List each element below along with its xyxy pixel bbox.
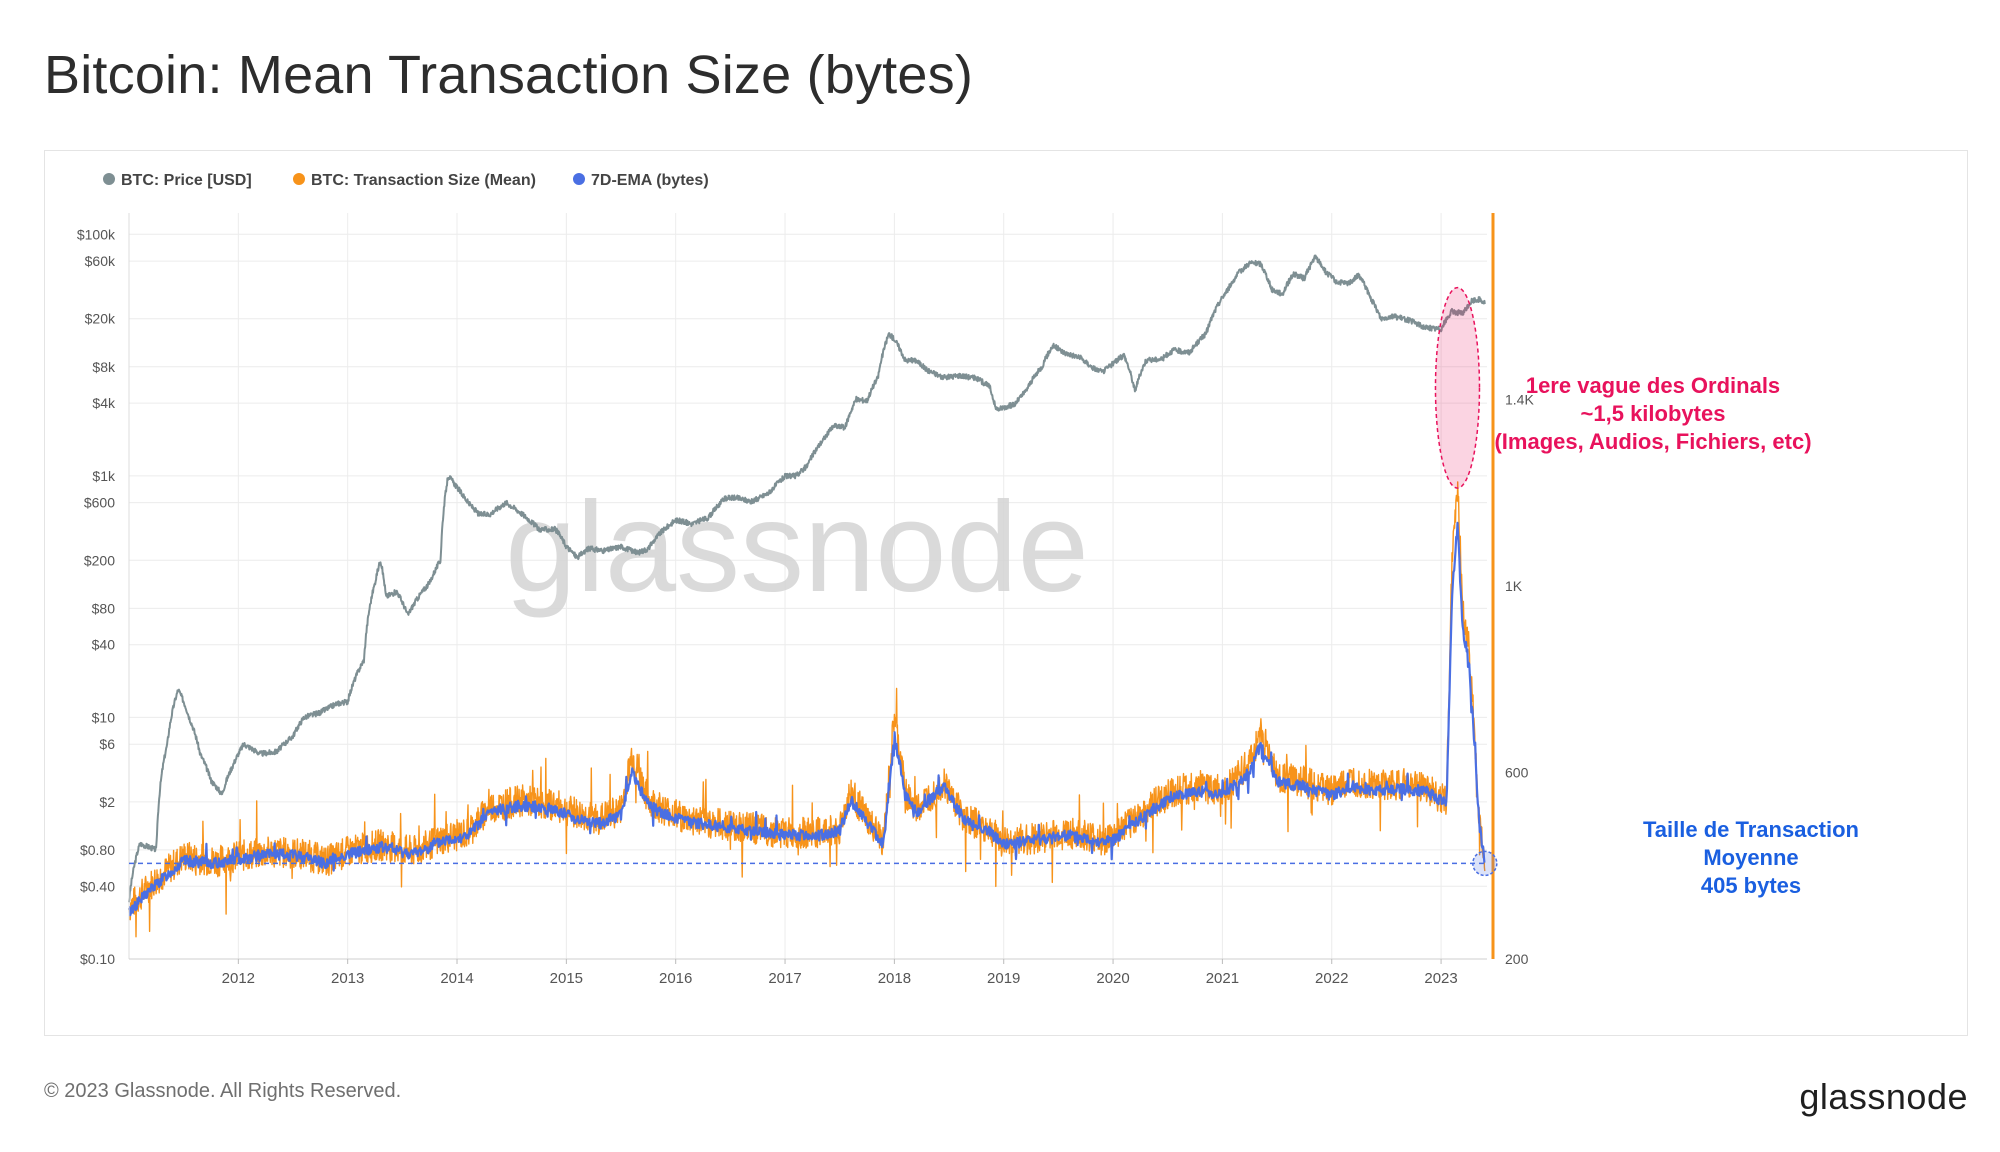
page-title: Bitcoin: Mean Transaction Size (bytes) <box>44 45 974 105</box>
y-left-tick-7: $200 <box>84 552 115 568</box>
x-tick-label-1: 2013 <box>331 970 364 987</box>
y-left-tick-0: $100k <box>77 226 116 242</box>
annotation-ordinals-line-1: ~1,5 kilobytes <box>1581 401 1726 426</box>
x-tick-label-6: 2018 <box>878 970 911 987</box>
y-left-tick-5: $1k <box>92 468 116 484</box>
y-left-tick-4: $4k <box>92 395 116 411</box>
ordinals-highlight-ellipse <box>1434 286 1481 489</box>
legend-dot-0 <box>103 173 115 185</box>
legend-dot-1 <box>293 173 305 185</box>
annotation-current-line-2: 405 bytes <box>1701 873 1801 898</box>
y-left-tick-12: $2 <box>99 794 115 810</box>
x-tick-label-11: 2023 <box>1424 970 1457 987</box>
y-right-tick-0: 1.4K <box>1505 392 1534 408</box>
y-left-tick-8: $80 <box>92 600 116 616</box>
annotation-current-line-1: Moyenne <box>1703 845 1798 870</box>
chart-axes: $100k $60k $20k $8k $4k $1k $600 $200 $80 $40 $10 $… <box>77 213 1534 987</box>
legend-dot-2 <box>573 173 585 185</box>
y-right-tick-3: 200 <box>1505 951 1529 967</box>
x-tick-label-8: 2020 <box>1096 970 1129 987</box>
y-left-tick-1: $60k <box>85 253 116 269</box>
annotation-ordinals-line-0: 1ere vague des Ordinals <box>1526 373 1780 398</box>
y-left-tick-2: $20k <box>85 311 116 327</box>
legend-label-2: 7D-EMA (bytes) <box>591 172 709 189</box>
series-btc-price <box>128 254 1486 903</box>
chart-panel: BTC: Price [USD] BTC: Transaction Size (M… <box>44 150 1968 1036</box>
y-left-tick-10: $10 <box>92 709 116 725</box>
x-tick-label-4: 2016 <box>659 970 692 987</box>
series-7d-ema <box>127 521 1486 917</box>
chart-svg: BTC: Price [USD] BTC: Transaction Size (M… <box>77 172 1859 987</box>
chart-series <box>127 254 1486 938</box>
y-left-tick-11: $6 <box>99 736 115 752</box>
annotation-current-line-0: Taille de Transaction <box>1643 817 1859 842</box>
x-tick-label-7: 2019 <box>987 970 1020 987</box>
x-tick-label-10: 2022 <box>1315 970 1348 987</box>
y-right-tick-2: 600 <box>1505 765 1529 781</box>
x-tick-label-0: 2012 <box>222 970 255 987</box>
chart-grid <box>129 213 1487 960</box>
legend-label-0: BTC: Price [USD] <box>121 172 252 189</box>
chart-annotations: 1ere vague des Ordinals ~1,5 kilobytes (Im… <box>129 286 1859 898</box>
legend-label-1: BTC: Transaction Size (Mean) <box>311 172 536 189</box>
watermark: glassnode <box>505 476 1089 619</box>
x-tick-label-2: 2014 <box>440 970 473 987</box>
y-left-tick-14: $0.40 <box>80 878 115 894</box>
y-left-tick-9: $40 <box>92 637 116 653</box>
copyright: © 2023 Glassnode. All Rights Reserved. <box>44 1080 402 1102</box>
chart-legend: BTC: Price [USD] BTC: Transaction Size (M… <box>103 172 709 189</box>
brand-logo: glassnode <box>1799 1076 1968 1117</box>
y-left-tick-15: $0.10 <box>80 951 115 967</box>
annotation-ordinals-line-2: (Images, Audios, Fichiers, etc) <box>1494 429 1811 454</box>
x-tick-label-9: 2021 <box>1206 970 1239 987</box>
x-tick-label-3: 2015 <box>550 970 583 987</box>
y-left-tick-3: $8k <box>92 359 116 375</box>
y-left-tick-13: $0.80 <box>80 842 115 858</box>
current-size-marker <box>1472 850 1498 877</box>
y-left-tick-6: $600 <box>84 495 115 511</box>
x-tick-label-5: 2017 <box>768 970 801 987</box>
y-right-tick-1: 1K <box>1505 578 1523 594</box>
